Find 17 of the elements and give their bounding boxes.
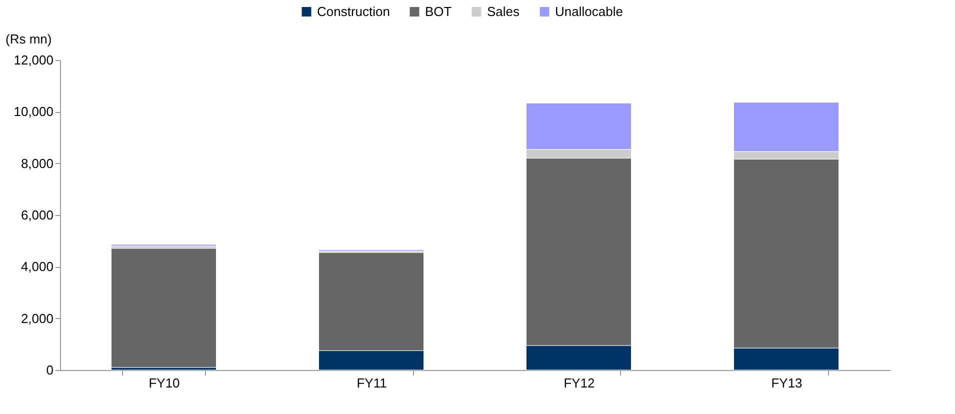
y-tick-label: 12,000 [14,52,54,68]
legend-label: Sales [487,4,520,19]
x-tick-label: FY13 [771,376,802,390]
x-tick-label: FY12 [564,376,595,390]
y-tick-label: 8,000 [20,156,54,171]
bar [111,248,216,368]
y-tick-label: 2,000 [20,310,54,326]
legend-label: BOT [425,4,452,19]
y-tick-label: 6,000 [20,208,54,222]
y-axis-title: (Rs mn) [6,32,52,46]
y-tick-label: 0 [46,362,54,378]
legend-label: Construction [317,4,390,19]
x-tick-label: FY10 [148,376,180,390]
y-tick-label: 10,000 [14,104,54,120]
x-tick-label: FY11 [356,376,387,390]
y-tick-label: 4,000 [20,259,54,274]
legend-label: Unallocable [555,4,623,19]
